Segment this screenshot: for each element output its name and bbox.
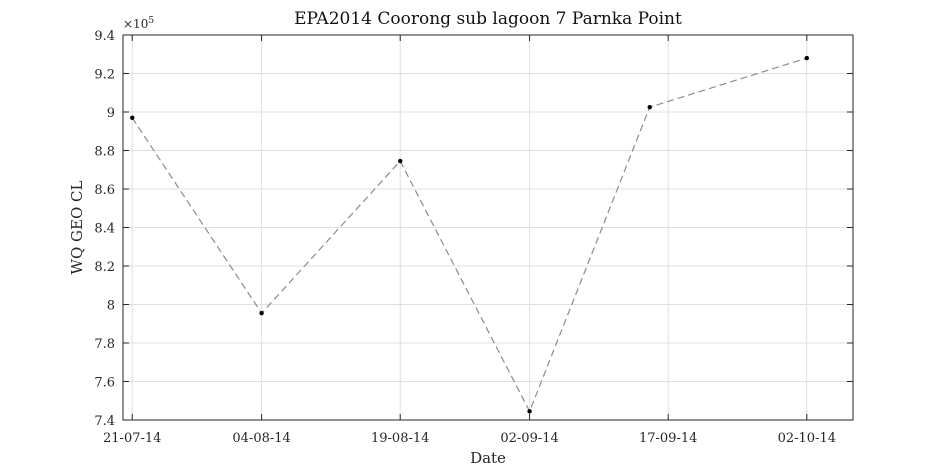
y-exponent-power: 5 bbox=[148, 16, 154, 26]
x-tick-label: 02-09-14 bbox=[500, 431, 558, 446]
x-tick-label: 04-08-14 bbox=[232, 431, 290, 446]
x-axis-ticks: 21-07-14 04-08-14 19-08-14 02-09-14 17-09-14… bbox=[103, 35, 836, 446]
y-tick-label: 9 bbox=[107, 106, 115, 121]
data-point bbox=[259, 310, 264, 316]
data-point bbox=[647, 104, 652, 110]
y-tick-label: 8.8 bbox=[94, 145, 115, 160]
y-exponent-base: ×10 bbox=[123, 17, 148, 31]
data-point bbox=[804, 55, 809, 61]
x-tick-label: 17-09-14 bbox=[639, 431, 697, 446]
series-layer bbox=[130, 55, 809, 414]
y-tick-label: 9.2 bbox=[94, 68, 115, 83]
y-tick-label: 9.4 bbox=[94, 29, 115, 44]
data-point bbox=[130, 115, 135, 120]
y-tick-label: 8.4 bbox=[94, 222, 115, 237]
grid-lines bbox=[123, 34, 853, 421]
y-axis-exponent-label: ×105 bbox=[123, 16, 154, 31]
x-tick-label: 21-07-14 bbox=[103, 431, 161, 446]
y-axis-title: WQ GEO CL bbox=[68, 181, 86, 275]
data-point bbox=[398, 158, 403, 164]
series-line bbox=[131, 57, 807, 413]
y-tick-label: 7.4 bbox=[94, 414, 115, 429]
x-tick-label: 19-08-14 bbox=[371, 431, 429, 446]
x-axis-title: Date bbox=[470, 449, 506, 467]
y-tick-label: 8 bbox=[107, 299, 115, 314]
data-point bbox=[527, 409, 532, 414]
x-tick-label: 02-10-14 bbox=[778, 431, 836, 446]
y-tick-label: 8.6 bbox=[94, 183, 115, 198]
y-tick-label: 7.8 bbox=[94, 337, 115, 352]
chart-title: EPA2014 Coorong sub lagoon 7 Parnka Poin… bbox=[294, 9, 682, 29]
y-tick-label: 8.2 bbox=[94, 260, 115, 275]
y-axis-ticks: 7.4 7.6 7.8 8 8.2 8.4 8.6 8.8 9 9.2 9.4 bbox=[94, 29, 853, 429]
y-tick-label: 7.6 bbox=[94, 376, 115, 391]
